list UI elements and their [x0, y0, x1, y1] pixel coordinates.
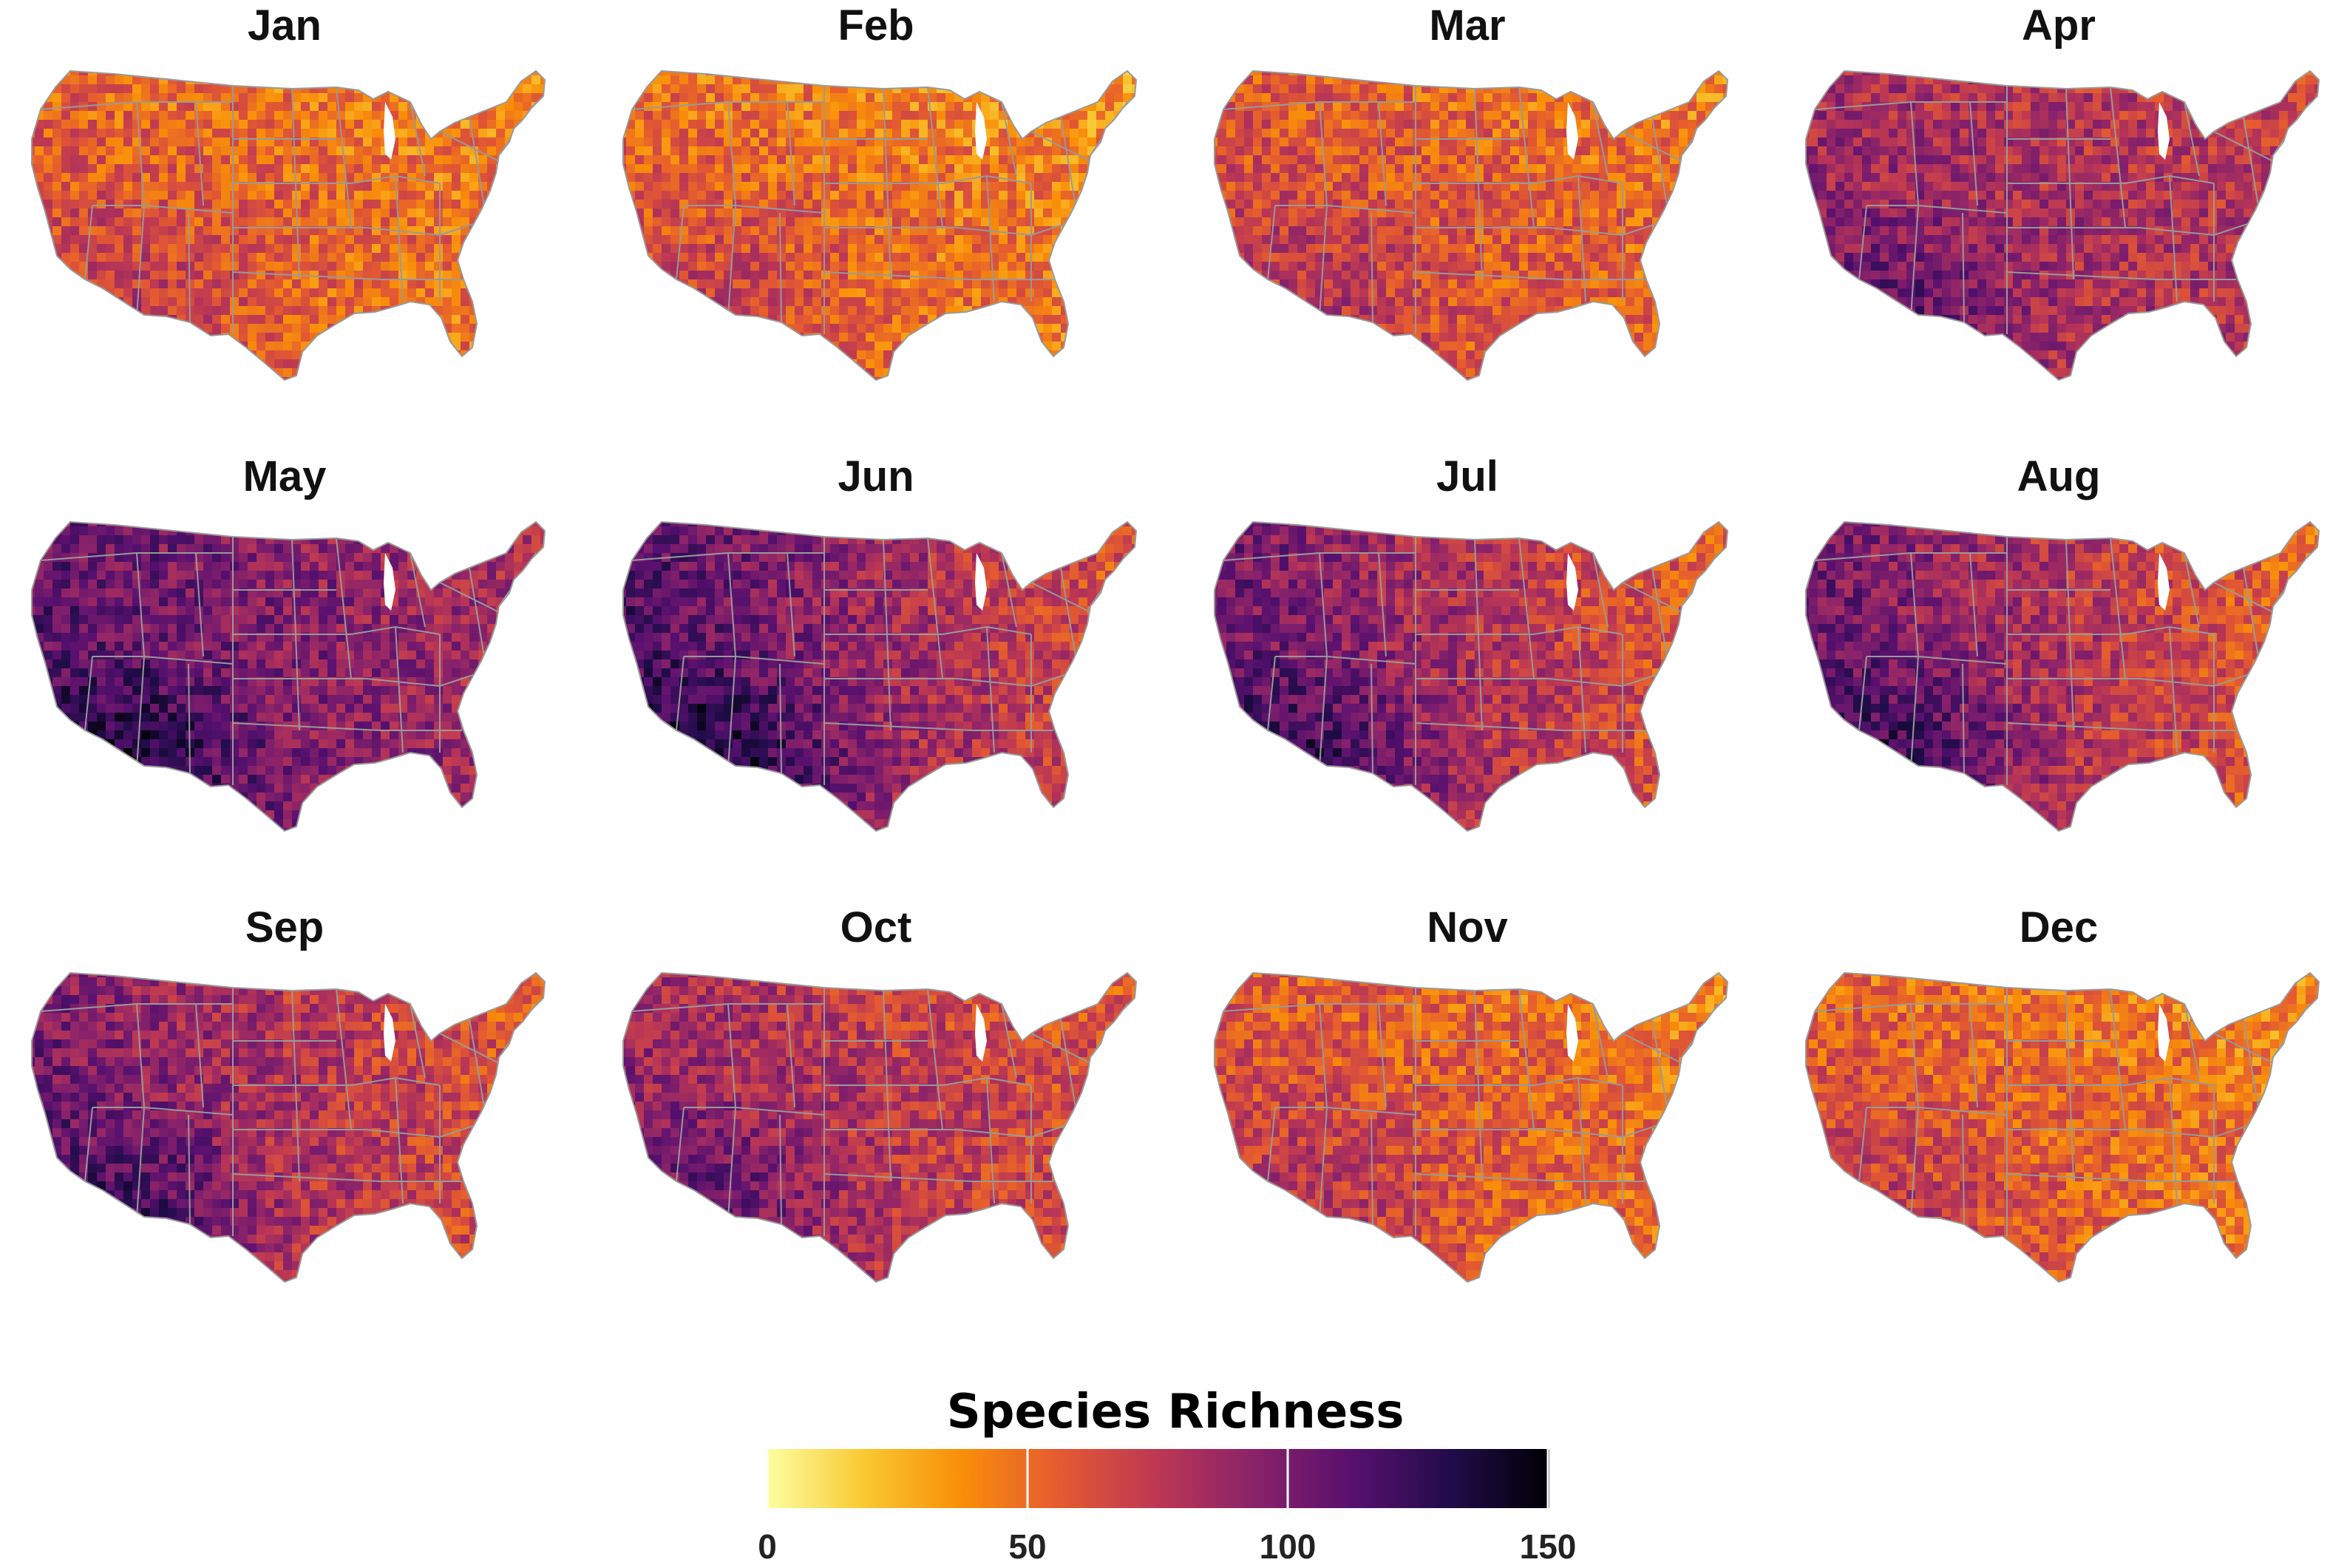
map-grid: Jan Feb Mar Apr May Jun Jul Aug Sep Oct Nov Dec — [11, 0, 2330, 1283]
us-choropleth-map — [1805, 971, 2320, 1283]
us-outline — [622, 971, 1138, 1283]
lake-michigan — [1566, 1004, 1578, 1062]
colorbar-gradient — [766, 1449, 1549, 1508]
month-title: Oct — [602, 902, 1149, 954]
us-outline — [31, 520, 546, 832]
month-title: Feb — [602, 0, 1149, 52]
us-choropleth-map — [622, 520, 1138, 832]
lake-michigan — [384, 102, 395, 160]
us-choropleth-map — [622, 971, 1138, 1283]
state-borders — [40, 537, 537, 785]
legend-title: Species Richness — [769, 1382, 1582, 1442]
us-choropleth-map — [1805, 520, 2320, 832]
month-title: Sep — [11, 902, 558, 954]
month-panel: Apr — [1785, 0, 2330, 451]
state-borders — [1223, 988, 1719, 1236]
lake-michigan — [1566, 553, 1578, 611]
us-outline — [622, 520, 1138, 832]
month-title: May — [11, 451, 558, 503]
us-choropleth-map — [1805, 69, 2320, 381]
lake-michigan — [1566, 102, 1578, 160]
us-choropleth-map — [1214, 971, 1729, 1283]
lake-michigan — [975, 102, 987, 160]
us-choropleth-map — [1214, 520, 1729, 832]
colorbar-tick-label: 0 — [716, 1527, 819, 1567]
lake-michigan — [2158, 553, 2170, 611]
us-outline — [622, 69, 1138, 381]
us-outline — [1214, 69, 1729, 381]
us-outline — [1805, 971, 2320, 1283]
lake-michigan — [975, 553, 987, 611]
state-borders — [631, 86, 1128, 334]
us-choropleth-map — [622, 69, 1138, 381]
state-borders — [631, 537, 1128, 785]
month-panel: Jun — [602, 451, 1194, 902]
us-choropleth-map — [31, 520, 546, 832]
us-outline — [1214, 520, 1729, 832]
state-borders — [631, 988, 1128, 1236]
lake-michigan — [384, 1004, 395, 1062]
us-choropleth-map — [31, 69, 546, 381]
lake-michigan — [2158, 1004, 2170, 1062]
us-outline — [1805, 69, 2320, 381]
month-title: Apr — [1785, 0, 2330, 52]
month-panel: Aug — [1785, 451, 2330, 902]
state-borders — [40, 86, 537, 334]
month-panel: Dec — [1785, 902, 2330, 1353]
month-panel: Sep — [11, 902, 602, 1353]
colorbar — [766, 1449, 1549, 1508]
month-panel: Nov — [1194, 902, 1785, 1353]
colorbar-tick-label: 50 — [976, 1527, 1079, 1567]
colorbar-tick-label: 100 — [1236, 1527, 1339, 1567]
lake-michigan — [975, 1004, 987, 1062]
month-title: Jan — [11, 0, 558, 52]
us-choropleth-map — [1214, 69, 1729, 381]
month-title: Dec — [1785, 902, 2330, 954]
state-borders — [1814, 988, 2311, 1236]
us-outline — [1214, 971, 1729, 1283]
lake-michigan — [384, 553, 395, 611]
month-title: Nov — [1194, 902, 1741, 954]
state-borders — [1223, 537, 1719, 785]
lake-michigan — [2158, 102, 2170, 160]
month-panel: Feb — [602, 0, 1194, 451]
us-choropleth-map — [31, 971, 546, 1283]
state-borders — [1223, 86, 1719, 334]
month-panel: May — [11, 451, 602, 902]
month-title: Jul — [1194, 451, 1741, 503]
colorbar-tick-label: 150 — [1496, 1527, 1600, 1567]
month-panel: Oct — [602, 902, 1194, 1353]
month-panel: Jan — [11, 0, 602, 451]
month-title: Mar — [1194, 0, 1741, 52]
month-title: Jun — [602, 451, 1149, 503]
us-outline — [1805, 520, 2320, 832]
us-outline — [31, 69, 546, 381]
month-panel: Jul — [1194, 451, 1785, 902]
us-outline — [31, 971, 546, 1283]
month-panel: Mar — [1194, 0, 1785, 451]
month-title: Aug — [1785, 451, 2330, 503]
